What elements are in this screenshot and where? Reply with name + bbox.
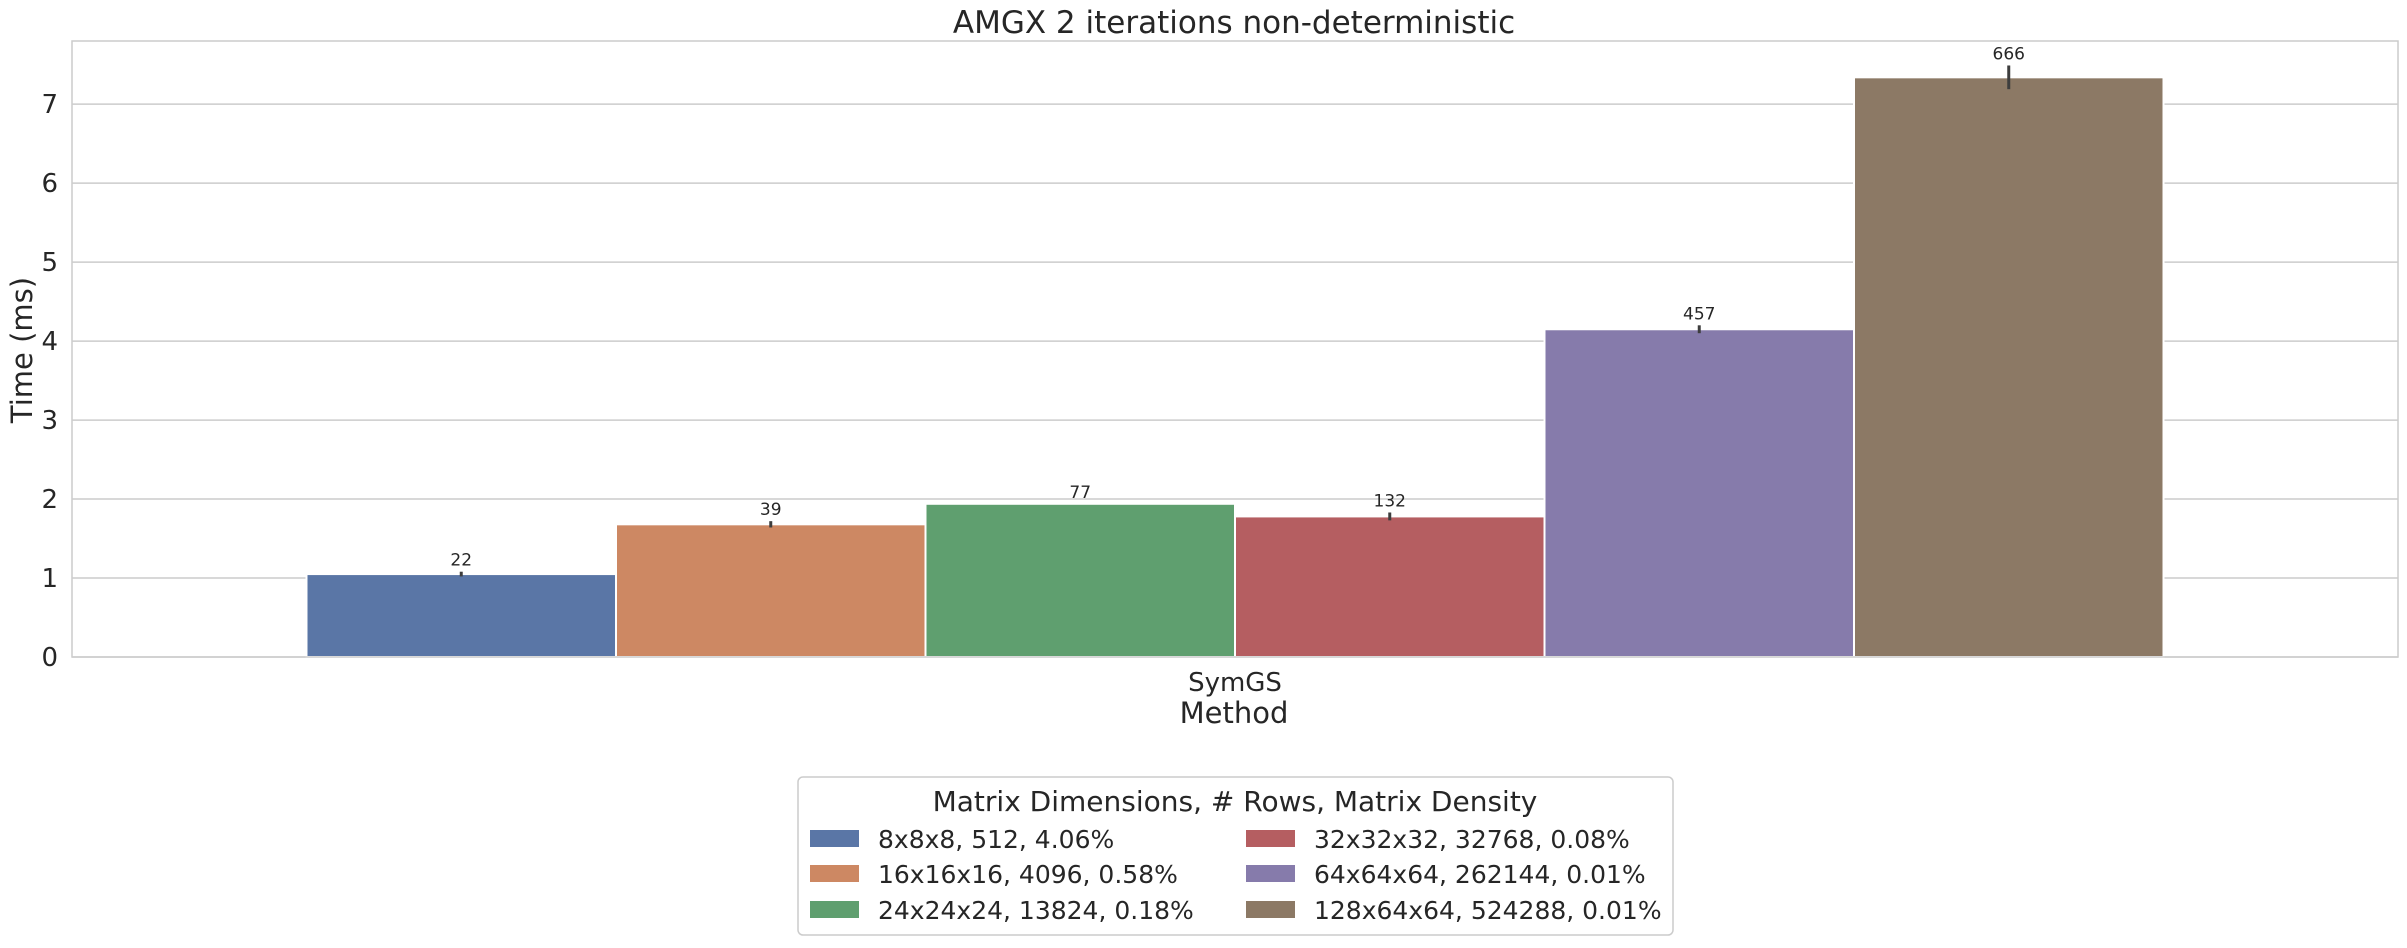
y-tick-label: 3 xyxy=(41,406,58,436)
legend-label: 64x64x64, 262144, 0.01% xyxy=(1314,860,1646,889)
legend-label: 32x32x32, 32768, 0.08% xyxy=(1314,825,1630,854)
legend-swatch xyxy=(1246,865,1295,882)
bar-data-label: 22 xyxy=(450,551,472,571)
legend-swatch xyxy=(810,901,859,918)
legend-label: 8x8x8, 512, 4.06% xyxy=(878,825,1114,854)
bar xyxy=(1234,515,1546,659)
x-axis-label: Method xyxy=(1180,696,1289,730)
y-tick-label: 1 xyxy=(41,564,58,594)
y-tick-label: 2 xyxy=(41,485,58,515)
legend-label: 128x64x64, 524288, 0.01% xyxy=(1314,896,1662,925)
bar xyxy=(1853,76,2165,659)
legend-swatch xyxy=(1246,901,1295,918)
legend-title: Matrix Dimensions, # Rows, Matrix Densit… xyxy=(933,785,1538,818)
bar-data-label: 457 xyxy=(1683,304,1715,324)
legend: Matrix Dimensions, # Rows, Matrix Densit… xyxy=(797,776,1674,936)
chart-title: AMGX 2 iterations non-deterministic xyxy=(953,5,1515,41)
y-tick-label: 6 xyxy=(41,169,58,199)
y-tick-label: 5 xyxy=(41,248,58,278)
bar-data-label: 77 xyxy=(1069,483,1091,503)
y-tick-label: 0 xyxy=(41,643,58,673)
x-tick-label: SymGS xyxy=(1188,668,1282,698)
y-axis-label: Time (ms) xyxy=(5,277,39,424)
y-tick-label: 4 xyxy=(41,327,58,357)
bar-data-label: 666 xyxy=(1993,44,2025,64)
bar-data-label: 39 xyxy=(760,500,782,520)
y-tick-label: 7 xyxy=(41,90,58,120)
plot-area: 0 1 2 3 4 5 6 7 22 39 77 132 457 666 SymGS xyxy=(41,40,2399,698)
bar-data-label: 132 xyxy=(1374,491,1406,511)
legend-swatch xyxy=(810,830,859,847)
bar xyxy=(615,523,927,658)
bar xyxy=(924,502,1236,658)
bar xyxy=(305,573,617,658)
legend-swatch xyxy=(1246,830,1295,847)
legend-frame xyxy=(797,776,1674,936)
bar xyxy=(1543,328,1855,658)
legend-swatch xyxy=(810,865,859,882)
plot-frame xyxy=(71,40,2399,658)
legend-label: 16x16x16, 4096, 0.58% xyxy=(878,860,1178,889)
legend-label: 24x24x24, 13824, 0.18% xyxy=(878,896,1194,925)
